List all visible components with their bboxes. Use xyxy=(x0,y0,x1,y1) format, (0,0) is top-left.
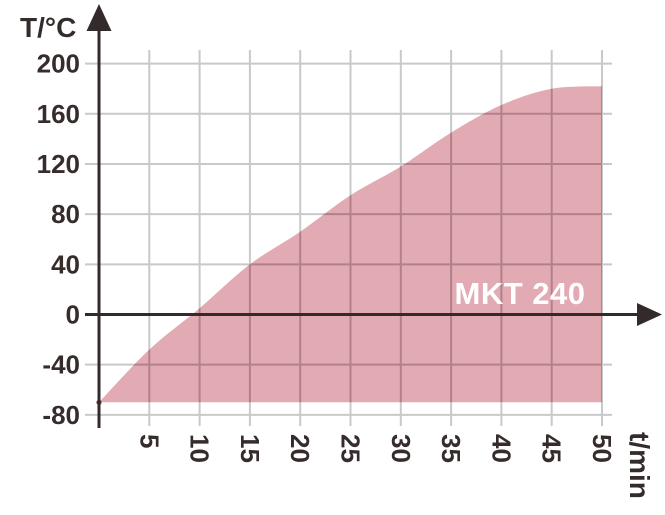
x-tick-label: 25 xyxy=(336,434,366,463)
x-tick-label: 20 xyxy=(285,434,315,463)
chart-labels-layer: T/°C t/min MKT 240 xyxy=(20,12,655,499)
y-tick-label: -40 xyxy=(42,350,80,380)
x-axis-title: t/min xyxy=(624,432,655,499)
chart-generated-layer: 200 160 120 80 40 0 -40 -80 5 10 15 20 25 30 35 40 45 50 xyxy=(37,4,662,463)
y-tick-label: 80 xyxy=(51,199,80,229)
x-tick-label: 35 xyxy=(436,434,466,463)
x-tick-label: 30 xyxy=(386,434,416,463)
y-tick-label: -80 xyxy=(42,400,80,430)
x-tick-label: 10 xyxy=(185,434,215,463)
x-tick-label: 45 xyxy=(537,434,567,463)
x-tick-label: 50 xyxy=(587,434,617,463)
y-tick-label: 200 xyxy=(37,49,80,79)
x-tick-label: 40 xyxy=(486,434,516,463)
y-tick-label: 0 xyxy=(66,300,80,330)
y-tick-label: 160 xyxy=(37,99,80,129)
axes-layer xyxy=(85,28,640,428)
series-label: MKT 240 xyxy=(455,276,586,311)
y-axis-arrow-icon xyxy=(86,4,112,31)
x-axis-arrow-icon xyxy=(637,303,662,326)
y-tick-label: 120 xyxy=(37,149,80,179)
y-axis-title: T/°C xyxy=(20,12,76,43)
x-tick-label: 5 xyxy=(134,434,164,448)
x-tick-label: 15 xyxy=(235,434,265,463)
y-tick-label: 40 xyxy=(51,249,80,279)
